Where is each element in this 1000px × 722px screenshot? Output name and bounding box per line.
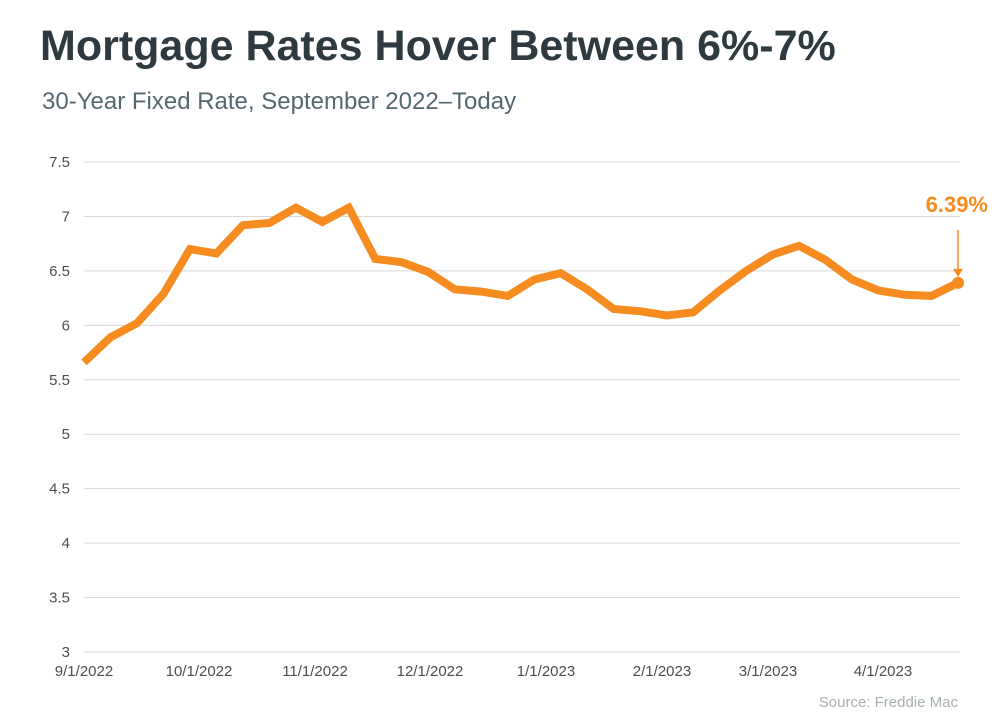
- x-tick-label: 3/1/2023: [739, 663, 797, 680]
- x-axis-ticks: 9/1/2022 10/1/2022 11/1/2022 12/1/2022 1/1/2…: [55, 663, 912, 680]
- x-tick-label: 12/1/2022: [397, 663, 464, 680]
- y-tick-label: 5.5: [49, 372, 70, 389]
- y-tick-label: 5: [62, 426, 70, 443]
- x-tick-label: 9/1/2022: [55, 663, 113, 680]
- x-tick-label: 2/1/2023: [633, 663, 691, 680]
- y-tick-label: 7.5: [49, 154, 70, 171]
- annotation: 6.39%: [926, 192, 988, 289]
- y-tick-label: 6.5: [49, 263, 70, 280]
- y-tick-label: 3.5: [49, 590, 70, 607]
- source-note: Source: Freddie Mac: [818, 694, 958, 711]
- last-point-marker: [952, 276, 964, 289]
- y-tick-label: 3: [62, 644, 70, 661]
- y-tick-label: 4.5: [49, 481, 70, 498]
- y-tick-label: 4: [62, 535, 70, 552]
- x-tick-label: 10/1/2022: [166, 663, 233, 680]
- x-tick-label: 11/1/2022: [282, 663, 348, 680]
- x-tick-label: 4/1/2023: [854, 663, 912, 680]
- gridlines: [84, 161, 960, 653]
- arrow-head-icon: [953, 268, 963, 277]
- y-axis-ticks: 3 3.5 4 4.5 5 5.5 6 6.5 7 7.5: [49, 154, 70, 661]
- series-line: [81, 202, 960, 366]
- latest-value-label: 6.39%: [926, 192, 988, 217]
- x-tick-label: 1/1/2023: [517, 663, 575, 680]
- y-tick-label: 6: [62, 317, 70, 334]
- y-tick-label: 7: [62, 208, 70, 225]
- chart-title: Mortgage Rates Hover Between 6%-7%: [40, 22, 836, 70]
- chart-subtitle: 30-Year Fixed Rate, September 2022–Today: [42, 88, 517, 115]
- line-series: [81, 202, 960, 366]
